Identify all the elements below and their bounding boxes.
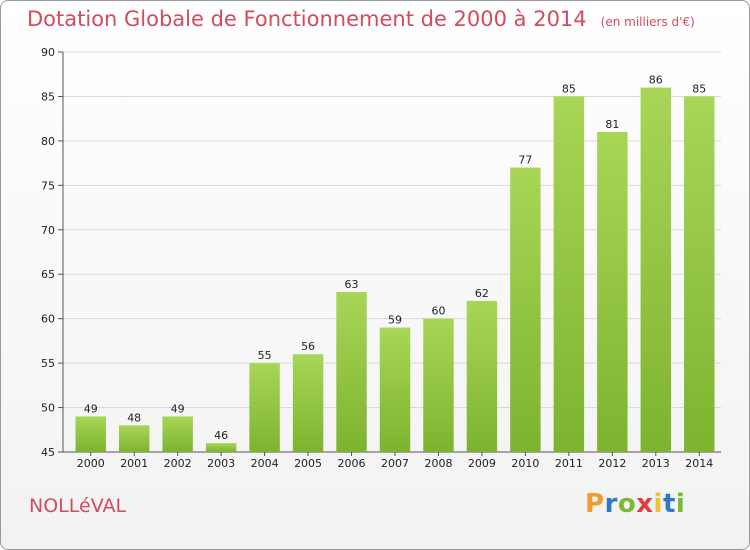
value-label: 48 — [127, 411, 141, 424]
y-tick-label: 60 — [41, 313, 55, 326]
logo-letter: i — [653, 489, 663, 519]
bar — [423, 318, 454, 452]
chart-unit-label: (en milliers d'€) — [600, 15, 695, 29]
value-label: 85 — [562, 82, 576, 95]
y-tick-label: 50 — [41, 402, 55, 415]
logo-letter: P — [585, 489, 605, 519]
value-label: 59 — [388, 314, 402, 327]
value-label: 85 — [692, 82, 706, 95]
logo-letter: o — [617, 489, 637, 519]
value-label: 77 — [518, 154, 532, 167]
value-label: 49 — [84, 402, 98, 415]
bar — [597, 132, 628, 452]
chart-title-main: Dotation Globale de Fonctionnement de 20… — [27, 7, 587, 31]
x-tick-label: 2005 — [294, 457, 322, 470]
bar — [379, 327, 411, 452]
commune-name: NOLLéVAL — [29, 495, 127, 517]
chart-title: Dotation Globale de Fonctionnement de 20… — [27, 7, 695, 31]
y-tick-label: 90 — [41, 46, 55, 59]
bar — [640, 87, 672, 453]
value-label: 46 — [214, 429, 228, 442]
y-tick-label: 65 — [41, 268, 55, 281]
x-tick-label: 2012 — [598, 457, 626, 470]
y-tick-label: 85 — [41, 90, 55, 103]
x-tick-label: 2010 — [511, 457, 539, 470]
x-tick-label: 2000 — [77, 457, 105, 470]
value-label: 62 — [475, 287, 489, 300]
x-tick-label: 2008 — [424, 457, 452, 470]
bar — [249, 363, 280, 452]
y-tick-label: 45 — [41, 446, 55, 459]
x-tick-label: 2002 — [164, 457, 192, 470]
bar — [162, 416, 193, 452]
y-tick-label: 80 — [41, 135, 55, 148]
x-tick-label: 2013 — [642, 457, 670, 470]
value-label: 63 — [345, 278, 359, 291]
logo-letter: x — [636, 489, 654, 519]
x-tick-label: 2011 — [555, 457, 583, 470]
y-tick-label: 70 — [41, 224, 55, 237]
value-label: 60 — [431, 305, 445, 318]
x-tick-label: 2004 — [251, 457, 279, 470]
bar — [553, 96, 585, 452]
bar — [684, 96, 715, 452]
proxiti-logo: Proxiti — [585, 489, 685, 519]
bar — [336, 292, 367, 452]
bar — [75, 416, 106, 452]
bar — [466, 300, 498, 452]
y-tick-label: 55 — [41, 357, 55, 370]
bar — [292, 354, 324, 452]
logo-letter: i — [675, 489, 686, 519]
value-label: 49 — [171, 402, 185, 415]
logo-letter: t — [662, 489, 676, 519]
x-tick-label: 2001 — [120, 457, 148, 470]
x-tick-label: 2006 — [338, 457, 366, 470]
logo-letter: r — [604, 489, 618, 519]
bar — [510, 167, 541, 453]
value-label: 56 — [301, 340, 315, 353]
bar — [205, 443, 237, 452]
x-tick-label: 2003 — [207, 457, 235, 470]
y-tick-label: 75 — [41, 179, 55, 192]
x-tick-label: 2014 — [685, 457, 713, 470]
x-tick-label: 2009 — [468, 457, 496, 470]
value-label: 55 — [258, 349, 272, 362]
bar — [118, 425, 150, 452]
x-tick-label: 2007 — [381, 457, 409, 470]
value-label: 81 — [605, 118, 619, 131]
value-label: 86 — [649, 74, 663, 87]
